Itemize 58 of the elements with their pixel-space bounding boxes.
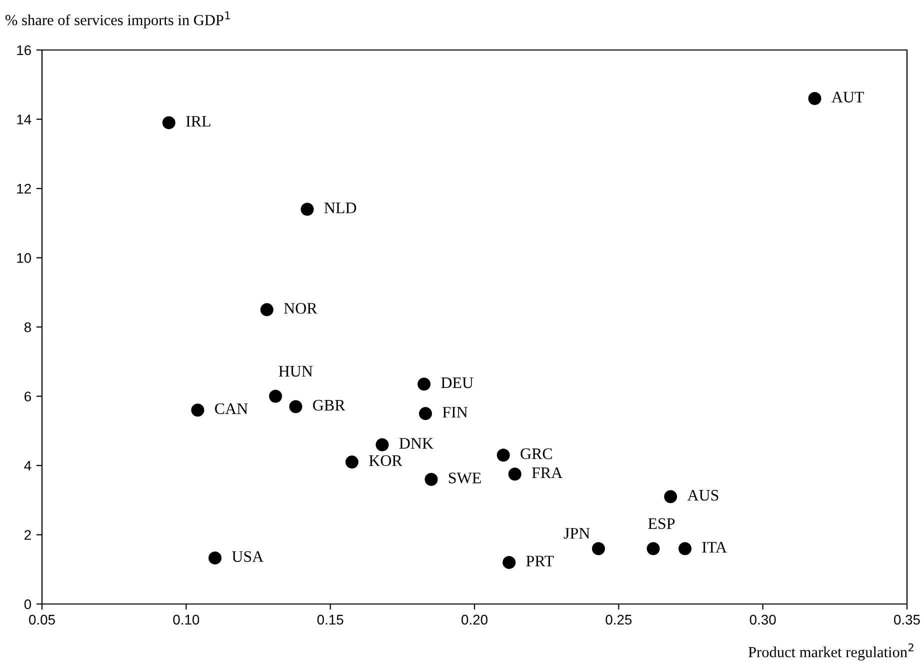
point [508, 468, 522, 481]
point [808, 92, 822, 105]
y-tick-label: 2 [24, 530, 31, 540]
point [376, 438, 389, 452]
point [424, 472, 438, 486]
x-tick-label: 0.25 [606, 614, 632, 625]
annotation: PRT [526, 556, 554, 566]
annotation: SWE [448, 472, 481, 484]
annotation: ESP [648, 518, 675, 529]
y-tick-label: 12 [17, 184, 31, 194]
point [162, 116, 176, 130]
y-tick-label: 14 [17, 114, 32, 124]
point [300, 202, 314, 216]
annotation: GBR [313, 400, 346, 411]
annotation: FRA [532, 467, 562, 478]
annotation: DEU [441, 378, 474, 388]
point [418, 378, 431, 391]
y-tick-label: 8 [24, 322, 31, 332]
annotation: FIN [442, 406, 468, 418]
x-tick-label: 0.15 [317, 614, 344, 625]
y-axis-title: % share of services imports in GDP$^{1}$ [6, 11, 230, 28]
point [208, 551, 222, 564]
annotation: GRC [520, 448, 552, 460]
point [496, 448, 510, 462]
point [191, 404, 204, 417]
annotation: AUS [687, 490, 718, 501]
point [418, 407, 432, 420]
y-tick-label: 16 [17, 45, 31, 56]
point [678, 542, 692, 556]
annotation: USA [232, 551, 264, 562]
annotation: AUT [832, 92, 864, 102]
annotation: CAN [215, 403, 248, 414]
y-tick-label: 0 [24, 599, 32, 610]
point [269, 390, 282, 403]
annotation: ITA [702, 542, 727, 552]
point [592, 542, 605, 556]
x-tick-label: 0.35 [894, 614, 920, 625]
point [260, 303, 274, 316]
x-tick-label: 0.30 [750, 614, 776, 625]
point [289, 400, 302, 414]
annotation: IRL [186, 116, 210, 127]
point [345, 456, 358, 469]
annotation: NLD [324, 202, 356, 214]
point [646, 542, 660, 556]
annotation: NOR [284, 302, 318, 314]
x-tick-label: 0.10 [173, 614, 200, 625]
point [664, 490, 678, 504]
x-tick-label: 0.05 [29, 614, 55, 625]
x-tick-label: 0.20 [462, 614, 488, 625]
annotation: DNK [399, 438, 434, 449]
annotation: KOR [369, 455, 402, 466]
point [502, 556, 516, 569]
y-tick-label: 10 [17, 253, 32, 263]
annotation: HUN [278, 366, 313, 377]
y-tick-label: 6 [24, 392, 31, 402]
annotation: JPN [564, 528, 590, 539]
y-tick-label: 4 [24, 460, 32, 471]
x-axis-title: Product market regulation$^{2}$ [748, 643, 914, 660]
